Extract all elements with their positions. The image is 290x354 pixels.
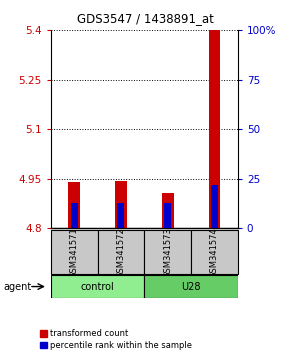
Text: GDS3547 / 1438891_at: GDS3547 / 1438891_at: [77, 12, 213, 25]
Bar: [51, 230, 97, 274]
Bar: [144, 230, 191, 274]
Text: GSM341572: GSM341572: [116, 227, 125, 278]
Bar: [211, 185, 218, 228]
Bar: [209, 30, 220, 228]
Bar: [144, 275, 238, 298]
Bar: [117, 203, 124, 228]
Bar: [164, 203, 171, 228]
Text: U28: U28: [181, 281, 201, 292]
Text: GSM341571: GSM341571: [70, 227, 79, 278]
Bar: [162, 193, 173, 228]
Legend: transformed count, percentile rank within the sample: transformed count, percentile rank withi…: [40, 329, 193, 350]
Bar: [191, 230, 238, 274]
Bar: [68, 182, 80, 228]
Text: agent: agent: [3, 281, 31, 292]
Bar: [51, 275, 144, 298]
Bar: [71, 203, 78, 228]
Bar: [115, 181, 127, 228]
Text: GSM341574: GSM341574: [210, 227, 219, 278]
Text: control: control: [81, 281, 114, 292]
Text: GSM341573: GSM341573: [163, 227, 172, 278]
Bar: [97, 230, 144, 274]
